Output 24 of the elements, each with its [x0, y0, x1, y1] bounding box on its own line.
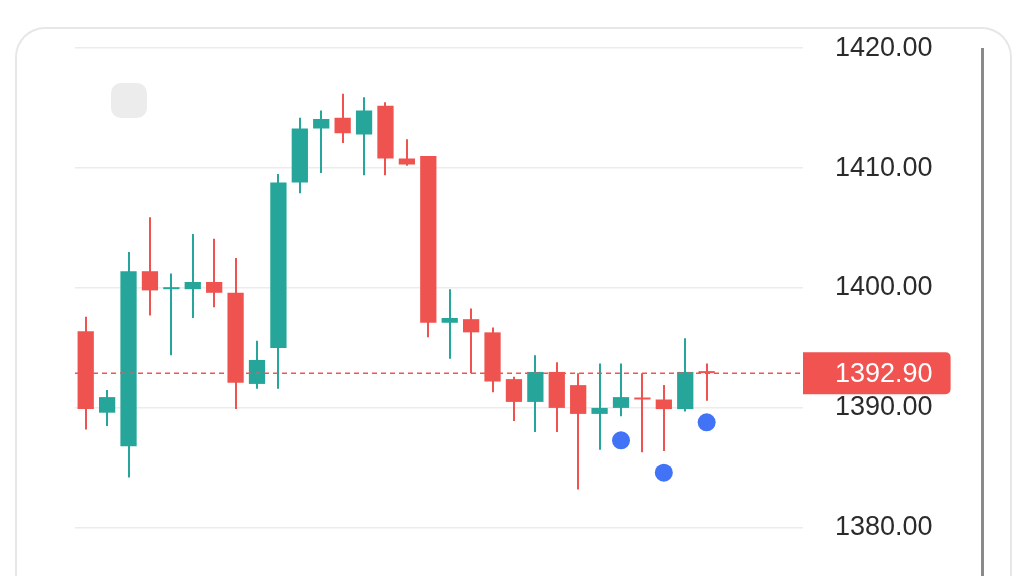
candlestick — [591, 362, 608, 451]
candlestick — [355, 96, 373, 177]
candlestick — [163, 272, 180, 357]
candlestick — [612, 362, 630, 418]
candlestick — [98, 388, 116, 427]
candlestick — [313, 109, 330, 174]
y-tick-label: 1410.00 — [835, 151, 933, 182]
y-tick-label: 1400.00 — [835, 271, 933, 302]
candlestick — [206, 237, 223, 309]
point — [612, 431, 630, 450]
point — [697, 413, 716, 432]
ref-line-label: 1392.90 — [835, 357, 933, 388]
y-tick-label: 1420.00 — [835, 31, 933, 62]
candlestick — [505, 375, 523, 423]
candlestick — [184, 233, 201, 319]
candlestick — [655, 384, 672, 453]
candlestick — [141, 216, 159, 317]
candlestick — [248, 339, 266, 390]
candlestick — [398, 138, 416, 167]
point — [654, 463, 673, 482]
y-tick-label: 1390.00 — [835, 391, 933, 422]
candlestick — [441, 288, 458, 360]
y-tick-label: 1380.00 — [835, 511, 933, 542]
candlestick — [334, 92, 351, 144]
